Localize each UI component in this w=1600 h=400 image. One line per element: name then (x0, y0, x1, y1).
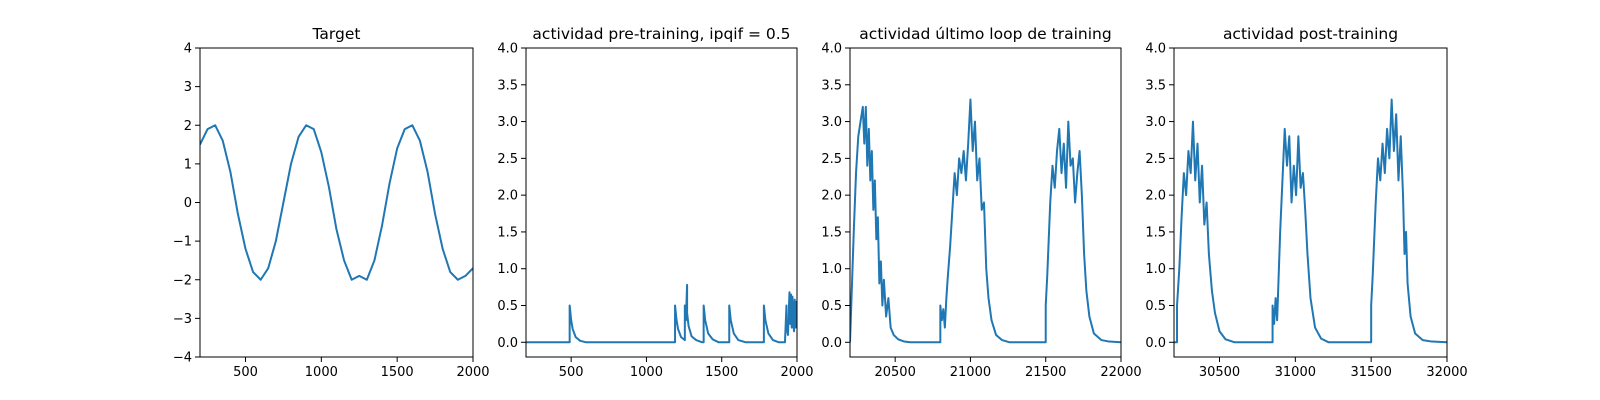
chart-title: actividad post-training (1223, 25, 1398, 43)
x-tick-label: 1500 (381, 365, 414, 380)
y-tick-label: 2 (184, 119, 192, 134)
x-tick-label: 1500 (705, 365, 738, 380)
y-tick-label: 3.0 (821, 115, 842, 130)
y-tick-label: 0.0 (497, 336, 518, 351)
y-tick-label: 1.5 (1145, 225, 1166, 240)
data-line-series-1 (1174, 98, 1447, 344)
x-tick-label: 21500 (1025, 365, 1066, 380)
y-tick-label: 2.0 (497, 189, 518, 204)
y-tick-label: 2.0 (821, 189, 842, 204)
y-tick-label: 3.0 (1145, 115, 1166, 130)
x-tick-label: 30500 (1199, 365, 1240, 380)
y-tick-label: 2.0 (1145, 189, 1166, 204)
y-tick-label: 3.5 (1145, 78, 1166, 93)
y-tick-label: 0.5 (497, 299, 518, 314)
subplot-1: 500 1000 1500 2000 −4 −3 −2 −1 0 1 2 3 4 Target (173, 25, 490, 380)
axes-frame (849, 47, 1122, 358)
y-tick-label: 1.0 (1145, 262, 1166, 277)
y-tick-label: 4.0 (1145, 42, 1166, 57)
x-tick-label: 31000 (1275, 365, 1316, 380)
y-tick-label: 1.0 (821, 262, 842, 277)
y-tick-label: 2.5 (821, 152, 842, 167)
x-tick-label: 1000 (630, 365, 663, 380)
y-tick-label: 4 (184, 42, 192, 57)
y-tick-label: 3.5 (497, 78, 518, 93)
y-tick-label: 3 (184, 80, 192, 95)
subplot-3: 20500 21000 21500 22000 0.0 0.5 1.0 1.5 2.0 2.5 3.… (821, 25, 1141, 380)
y-tick-label: 3.5 (821, 78, 842, 93)
y-tick-label: 0 (184, 196, 192, 211)
y-tick-label: 1.5 (497, 225, 518, 240)
y-tick-label: −3 (173, 312, 192, 327)
x-tick-label: 2000 (456, 365, 489, 380)
subplot-2: 500 1000 1500 2000 0.0 0.5 1.0 1.5 2.0 2.5 3.0 3.5 4… (497, 25, 813, 380)
x-tick-label: 32000 (1426, 365, 1467, 380)
y-tick-label: 4.0 (821, 42, 842, 57)
y-tick-label: 1.5 (821, 225, 842, 240)
x-tick-label: 31500 (1350, 365, 1391, 380)
data-line-series-1 (526, 283, 797, 344)
x-tick-label: 21000 (950, 365, 991, 380)
y-tick-label: 2.5 (1145, 152, 1166, 167)
y-tick-label: −2 (173, 273, 192, 288)
y-tick-label: 1 (184, 157, 192, 172)
x-tick-label: 20500 (874, 365, 915, 380)
y-tick-label: 0.0 (1145, 336, 1166, 351)
chart-title: Target (312, 25, 361, 43)
x-tick-label: 500 (559, 365, 584, 380)
y-tick-label: 0.5 (821, 299, 842, 314)
x-tick-label: 1000 (305, 365, 338, 380)
y-tick-label: −1 (173, 235, 192, 250)
y-tick-label: 0.5 (1145, 299, 1166, 314)
y-tick-label: 3.0 (497, 115, 518, 130)
y-tick-label: −4 (173, 351, 192, 366)
x-tick-label: 2000 (780, 365, 813, 380)
y-tick-label: 1.0 (497, 262, 518, 277)
axes-frame (525, 47, 798, 358)
axes-frame (1173, 47, 1448, 358)
subplots: 500 1000 1500 2000 −4 −3 −2 −1 0 1 2 3 4 Target 500 100… (173, 25, 1468, 380)
chart-title: actividad pre-training, ipqif = 0.5 (532, 25, 790, 43)
subplot-4: 30500 31000 31500 32000 0.0 0.5 1.0 1.5 2.0 2.5 3.… (1145, 25, 1467, 380)
chart-title: actividad último loop de training (859, 25, 1111, 43)
x-tick-label: 500 (233, 365, 258, 380)
y-tick-label: 0.0 (821, 336, 842, 351)
data-line-series-1 (850, 98, 1121, 344)
x-tick-label: 22000 (1100, 365, 1141, 380)
data-line-series-1 (200, 124, 473, 281)
y-tick-label: 4.0 (497, 42, 518, 57)
y-tick-label: 2.5 (497, 152, 518, 167)
